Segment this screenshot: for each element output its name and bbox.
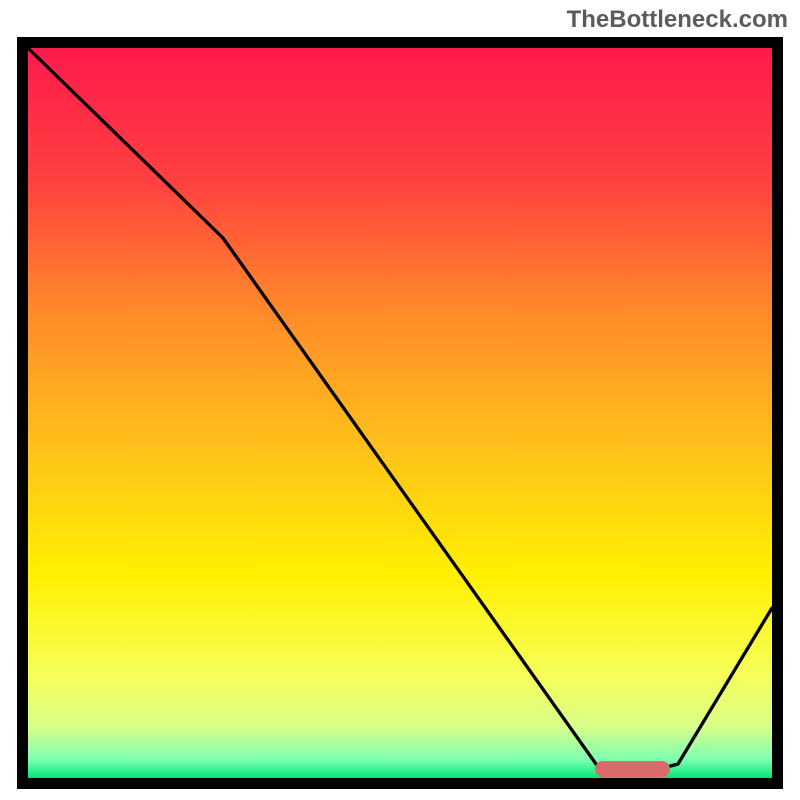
bottleneck-curve <box>28 48 772 778</box>
plot-area <box>28 48 772 778</box>
watermark-text: TheBottleneck.com <box>567 6 788 34</box>
curve-path <box>28 48 772 768</box>
optimal-range-marker <box>595 761 670 777</box>
